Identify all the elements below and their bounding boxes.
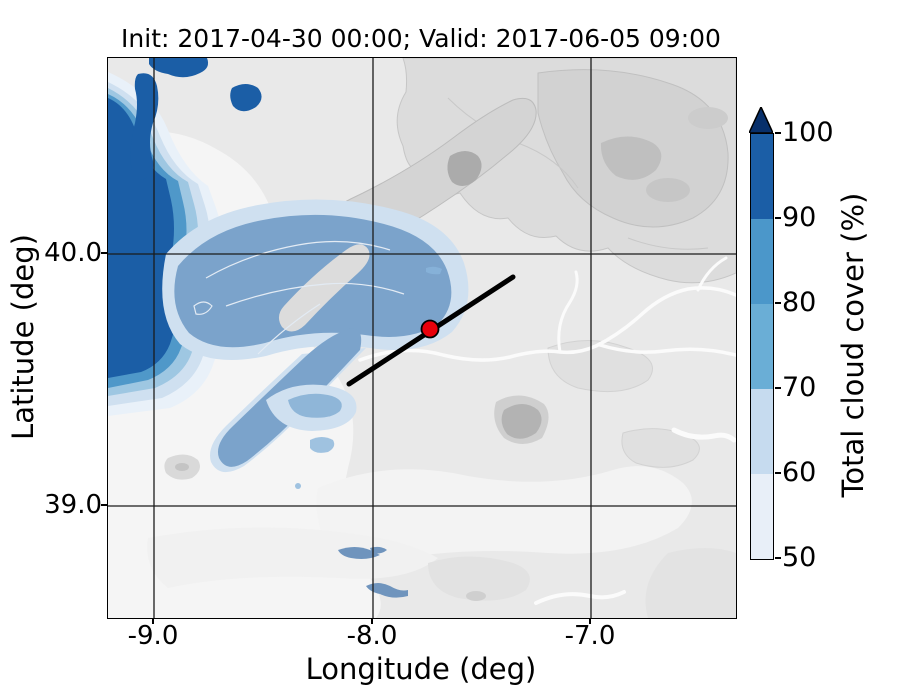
colorbar-segment-70-80: [751, 304, 773, 389]
colorbar-tick-label: 50: [782, 542, 817, 573]
x-tick-label: -9.0: [127, 621, 179, 651]
y-axis-label: Latitude (deg): [6, 234, 40, 440]
colorbar-segment-80-90: [751, 219, 773, 304]
x-tick-label: -7.0: [564, 621, 616, 651]
colorbar-tick-label: 80: [782, 287, 817, 318]
extend-arrow-triangle: [749, 107, 773, 133]
colorbar-segment-50-60: [751, 474, 773, 559]
y-tick-label: 39.0: [44, 490, 102, 520]
x-tick-mark: [371, 618, 373, 624]
map-canvas: [108, 58, 736, 618]
colorbar-segment-90-100: [751, 134, 773, 219]
trajectory-marker: [420, 319, 440, 339]
river-lines: [358, 256, 736, 605]
colorbar-extend-arrow: [749, 107, 773, 133]
colorbar-tick-label: 70: [782, 372, 817, 403]
colorbar-tick-label: 60: [782, 457, 817, 488]
x-axis-label: Longitude (deg): [305, 652, 537, 686]
colorbar-tick-label: 90: [782, 202, 817, 233]
colorbar-tick: [775, 472, 781, 474]
terrain-gap: [278, 244, 370, 332]
x-tick-label: -8.0: [346, 621, 398, 651]
colorbar-tick: [775, 557, 781, 559]
overlay-layer: [346, 274, 516, 387]
x-tick-mark: [152, 618, 154, 624]
graticule-grid: [108, 58, 736, 618]
contours-through-cloud: [193, 240, 405, 355]
colorbar-tick: [775, 217, 781, 219]
colorbar-label: Total cloud cover (%): [836, 192, 870, 498]
colorbar-tick: [775, 302, 781, 304]
map-plot-area: [107, 57, 737, 619]
y-tick-mark: [101, 504, 107, 506]
colorbar: [750, 133, 774, 560]
y-tick-label: 40.0: [44, 238, 102, 268]
plot-title: Init: 2017-04-30 00:00; Valid: 2017-06-0…: [121, 24, 721, 53]
colorbar-segment-60-70: [751, 389, 773, 474]
colorbar-tick: [775, 387, 781, 389]
colorbar-tick: [775, 132, 781, 134]
colorbar-tick-label: 100: [782, 117, 834, 148]
cloud-patch-core: [288, 393, 342, 418]
x-tick-mark: [589, 618, 591, 624]
cloud-layer: [108, 58, 469, 598]
lake-streaks: [338, 546, 408, 598]
y-tick-mark: [101, 252, 107, 254]
